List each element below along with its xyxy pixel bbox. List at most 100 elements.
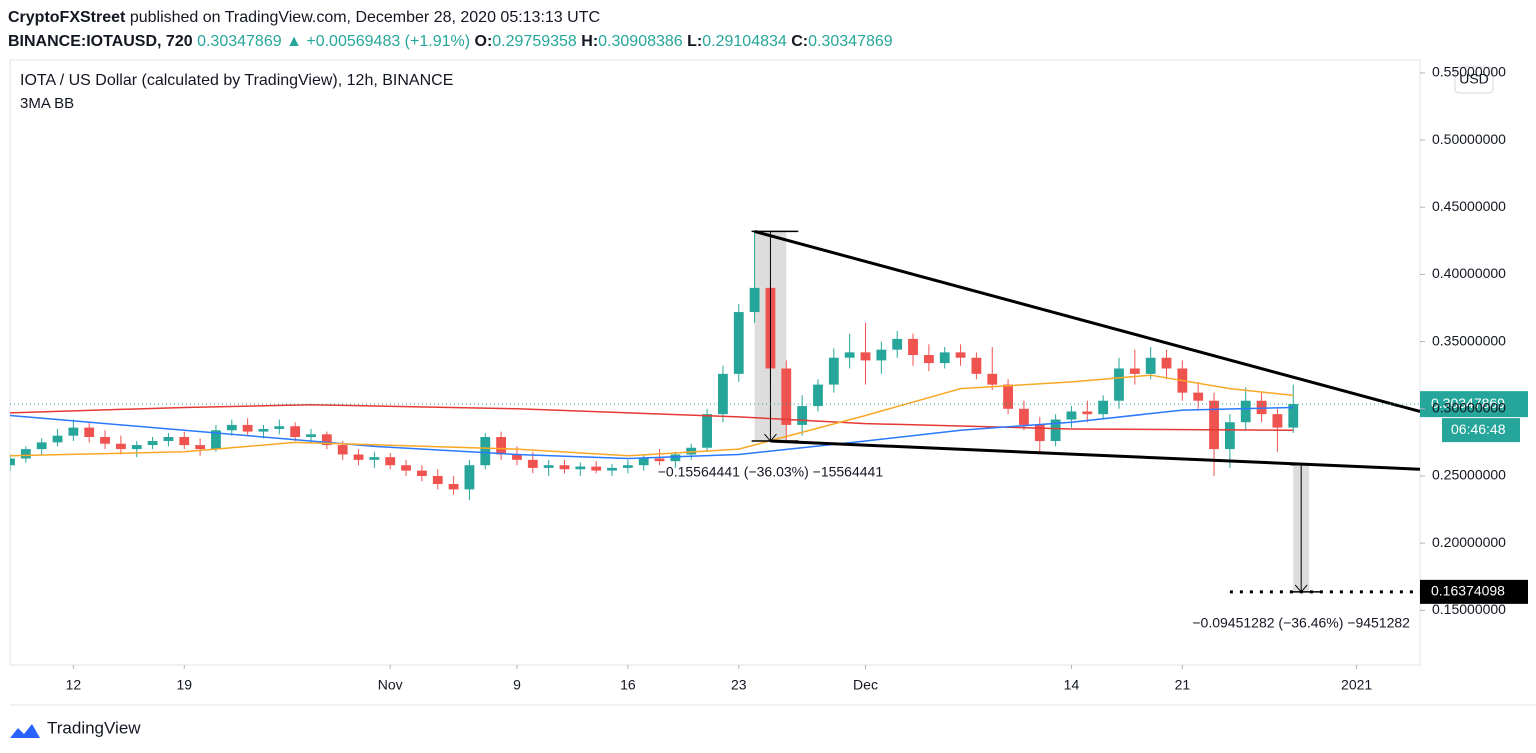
candle-body (1050, 419, 1061, 442)
candle-body (1034, 424, 1045, 442)
candle-body (1145, 357, 1156, 374)
trendline (754, 229, 1420, 413)
candle-body (638, 458, 649, 466)
candle-body (781, 368, 792, 425)
x-tick-label: Dec (853, 677, 878, 693)
ohlc-value: 0.30347869 (808, 33, 893, 50)
overlay: −0.15564441 (−36.03%) −15564441 −0.094512… (658, 391, 1528, 631)
y-tick-label: 0.50000000 (1432, 131, 1506, 147)
candle-body (1161, 357, 1172, 369)
candle-body (797, 406, 808, 425)
currency-button[interactable] (1454, 66, 1494, 94)
candle-body (543, 465, 554, 468)
candle-body (52, 435, 63, 443)
candle-body (321, 434, 332, 446)
candle-body (622, 465, 633, 468)
published: published on TradingView.com, December 2… (129, 9, 601, 26)
candle-body (828, 357, 839, 385)
candle-body (353, 454, 364, 460)
candle-body (163, 436, 174, 442)
candle-body (654, 458, 665, 462)
arrow: ▲ (286, 33, 302, 50)
ohlc: O:0.29759358 H:0.30908386 L:0.29104834 C… (475, 33, 893, 50)
ohlc-key: H: (581, 33, 599, 50)
moving-average (10, 374, 1294, 457)
candle-body (733, 312, 744, 374)
candle-body (147, 441, 158, 446)
candle-body (1240, 400, 1251, 423)
candle-body (813, 384, 823, 407)
candle-body (1272, 414, 1283, 428)
y-tick-label: 0.40000000 (1432, 265, 1506, 281)
target-badge (1420, 579, 1528, 604)
candle-body (464, 465, 475, 490)
publish-line: CryptoFXStreet published on TradingView.… (8, 6, 893, 30)
candle-body (1224, 422, 1235, 450)
candle-body (1066, 411, 1077, 420)
candle-body (1003, 384, 1014, 409)
candle-body (480, 436, 491, 466)
candle-body (749, 287, 760, 313)
target-label: 0.16374098 (1431, 583, 1505, 599)
candle-body (670, 454, 681, 462)
x-tick-label: 14 (1064, 677, 1080, 693)
candle-body (923, 355, 934, 364)
y-tick-label: 0.55000000 (1432, 64, 1506, 80)
logo (10, 724, 40, 738)
candle-body (385, 457, 396, 466)
candle-body (860, 352, 871, 361)
y-tick-label: 0.15000000 (1432, 601, 1506, 617)
countdown: 06:46:48 (1451, 421, 1506, 437)
candle-body (448, 484, 459, 490)
candle-body (416, 470, 427, 476)
currency[interactable]: USD (1459, 71, 1489, 87)
y-tick-label: 0.20000000 (1432, 534, 1506, 550)
candle-body (512, 454, 522, 460)
candle-body (258, 428, 269, 432)
candle-body (971, 357, 982, 374)
ohlc-key: L: (687, 33, 703, 50)
countdown-badge (1442, 418, 1520, 443)
x-tick-label: Nov (378, 677, 403, 693)
candle-body (211, 430, 221, 450)
candle-body (1256, 400, 1267, 415)
x-tick-label: 16 (620, 677, 636, 693)
candle-body (1114, 368, 1124, 401)
moving-average (10, 404, 1294, 432)
change: +0.00569483 (+1.91%) (306, 33, 471, 50)
candle-body (131, 445, 142, 450)
x-tick-label: 9 (513, 677, 521, 693)
candle-body (591, 466, 602, 471)
candle-body (84, 427, 95, 437)
ohlc-value: 0.30908386 (598, 33, 683, 50)
candle-body (68, 427, 79, 436)
candle-body (702, 414, 712, 448)
candle-body (939, 352, 950, 364)
measure-label: −0.15564441 (−36.03%) −15564441 (658, 464, 884, 480)
x-tick-label: 19 (176, 677, 192, 693)
x-tick-label: 2021 (1341, 677, 1372, 693)
x-tick-label: 12 (66, 677, 82, 693)
header: CryptoFXStreet published on TradingView.… (8, 6, 893, 54)
candle-body (20, 449, 31, 459)
candle-body (100, 436, 110, 444)
candle-body (527, 459, 538, 468)
y-tick-label: 0.30000000 (1432, 399, 1506, 415)
x-tick-label: 23 (731, 677, 747, 693)
ohlc-value: 0.29104834 (702, 33, 787, 50)
indicator: 3MA BB (20, 95, 74, 112)
candle-body (179, 436, 190, 446)
candle-body (290, 426, 301, 437)
plot (10, 229, 1420, 594)
candle-body (115, 443, 126, 450)
candle-body (10, 458, 15, 466)
candle-body (892, 338, 903, 350)
candle-body (908, 338, 918, 356)
chart-title: IOTA / US Dollar (calculated by TradingV… (20, 72, 453, 89)
candle-body (1082, 411, 1093, 415)
candle-body (607, 467, 617, 471)
candle-body (242, 424, 253, 432)
candle-body (274, 426, 285, 429)
